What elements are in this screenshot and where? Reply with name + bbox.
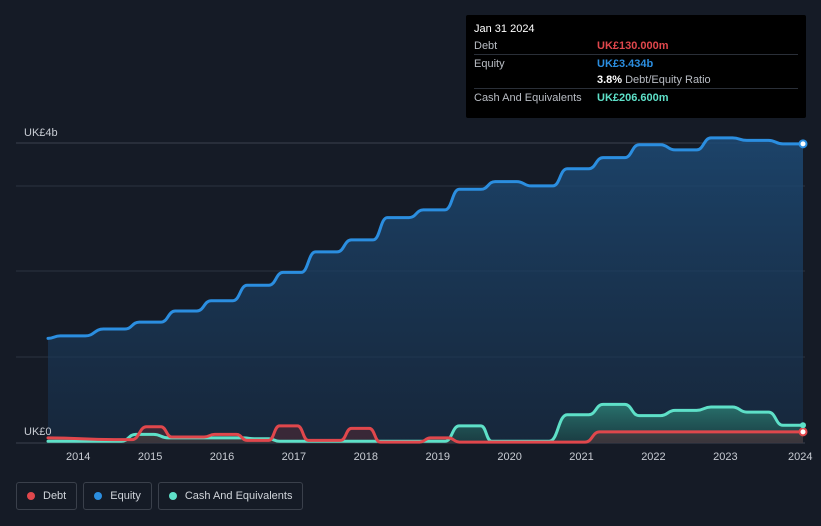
legend-label-cash: Cash And Equivalents (184, 490, 293, 502)
legend-label-equity: Equity (110, 490, 141, 502)
x-axis-ticks: 2014 2015 2016 2017 2018 2019 2020 2021 2022 2023… (66, 451, 813, 463)
equity-line (46, 136, 805, 340)
debt-end-marker (798, 427, 808, 437)
end-markers (798, 139, 808, 437)
x-tick-label: 2019 (425, 451, 449, 463)
series-lines (46, 136, 805, 444)
tooltip-row-equity: Equity UK£3.434b (474, 55, 798, 72)
x-tick-label: 2022 (641, 451, 665, 463)
tooltip-cash-value: UK£206.600m (597, 91, 669, 104)
series-areas (48, 137, 803, 443)
x-tick-label: 2017 (282, 451, 306, 463)
x-tick-label: 2016 (210, 451, 234, 463)
legend-item-equity[interactable]: Equity (83, 482, 152, 510)
y-axis-top-label: UK£4b (24, 127, 58, 139)
x-tick-label: 2015 (138, 451, 162, 463)
tooltip-debt-value: UK£130.000m (597, 40, 669, 52)
x-tick-label: 2014 (66, 451, 90, 463)
tooltip-ratio-value: 3.8% (597, 74, 623, 86)
x-tick-label: 2024 (788, 451, 812, 463)
legend-item-cash[interactable]: Cash And Equivalents (157, 482, 304, 510)
tooltip-debt-label: Debt (474, 40, 498, 52)
tooltip-equity-label: Equity (474, 57, 505, 70)
tooltip-row-ratio: 3.8% Debt/Equity Ratio (474, 72, 798, 89)
tooltip-equity-value: UK£3.434b (597, 57, 654, 70)
x-tick-label: 2018 (354, 451, 378, 463)
tooltip-cash-label: Cash And Equivalents (474, 91, 582, 104)
x-tick-label: 2021 (569, 451, 593, 463)
equity-end-marker (798, 139, 808, 149)
x-tick-label: 2020 (497, 451, 521, 463)
legend-label-debt: Debt (43, 490, 67, 502)
x-tick-label: 2023 (713, 451, 737, 463)
debt-dot-icon (27, 492, 35, 500)
equity-dot-icon (94, 492, 103, 500)
equity-area (48, 137, 803, 443)
tooltip-ratio-label: Debt/Equity Ratio (625, 74, 711, 86)
tooltip-date: Jan 31 2024 (474, 23, 535, 35)
tooltip-row-debt: Debt UK£130.000m (474, 38, 798, 55)
cash-dot-icon (168, 492, 177, 500)
chart-tooltip: Jan 31 2024 Debt UK£130.000m Equity UK£3… (466, 15, 806, 118)
debt-line (46, 424, 805, 444)
y-axis-bottom-label: UK£0 (24, 426, 52, 438)
cash-end-marker (800, 422, 806, 429)
legend-item-debt[interactable]: Debt (16, 482, 78, 510)
tooltip-row-cash: Cash And Equivalents UK£206.600m (474, 89, 798, 106)
chart-legend: Debt Equity Cash And Equivalents (16, 482, 304, 510)
